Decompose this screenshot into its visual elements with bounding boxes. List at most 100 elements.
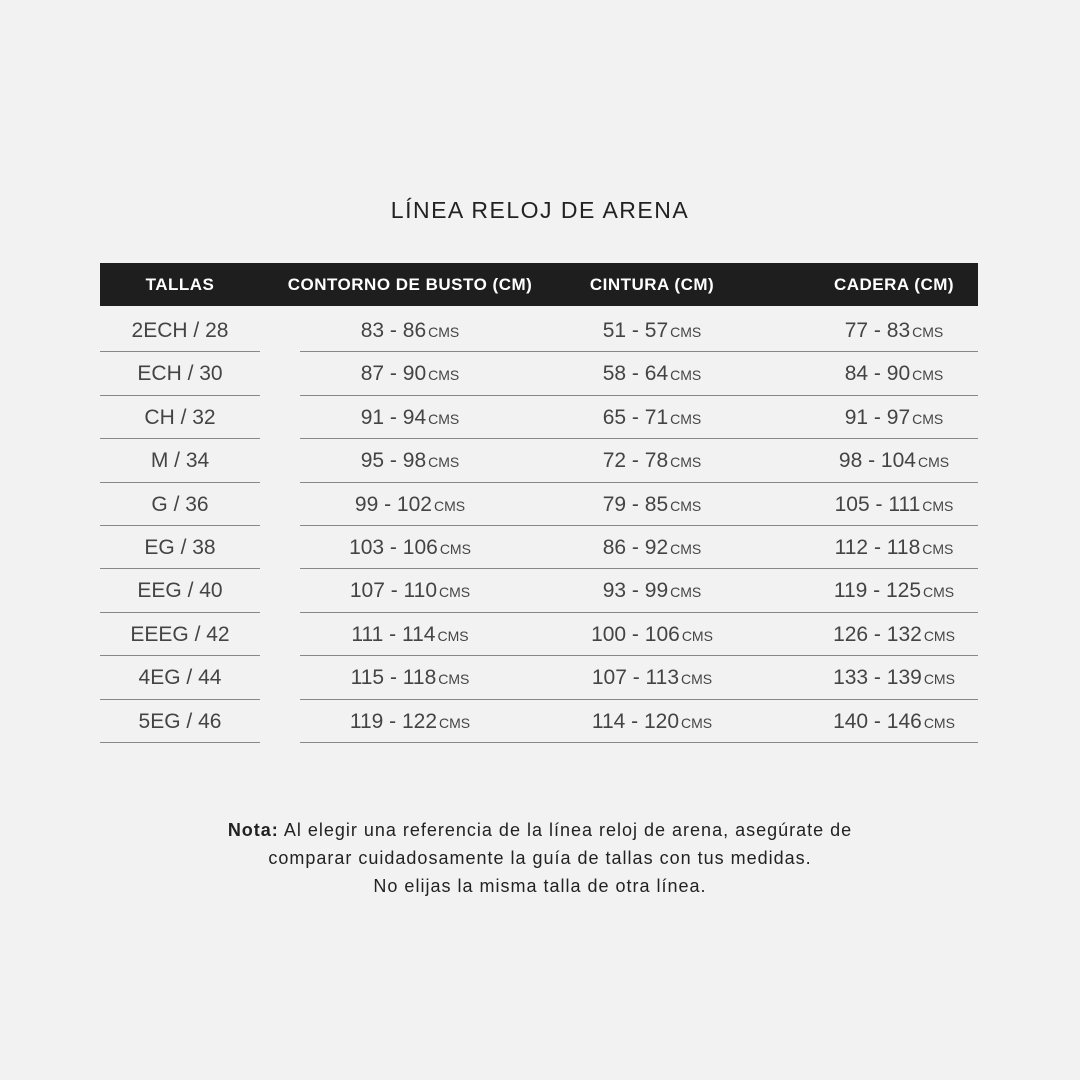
measure-cell: 114 - 120 CMS [592,700,712,745]
unit-label: CMS [437,627,469,644]
unit-label: CMS [439,541,471,557]
page-title: LÍNEA RELOJ DE ARENA [390,197,690,223]
cell-value: CH / 32 [144,405,216,429]
cell-value: ECH / 30 [137,362,223,386]
measure-cell: 79 - 85 CMS [603,483,702,528]
cell-value: 103 - 106 [349,536,438,559]
cell-value: 72 - 78 [602,449,669,473]
measure-cell: 99 - 102 CMS [355,483,465,528]
unit-label: CMS [917,454,950,471]
cell-value: 95 - 98 [360,449,427,473]
measure-cell: 86 - 92 CMS [603,526,702,571]
table-header: TALLAS CONTORNO DE BUSTO (CM) CINTURA (C… [100,263,978,306]
table-row: ECH / 30 87 - 90 CMS 58 - 64 CMS 84 - 90 CMS [0,352,1080,397]
row-divider [100,611,260,613]
measure-cell: 126 - 132 CMS [833,613,955,658]
row-divider [300,394,978,396]
size-cell: EEEG / 42 [130,613,229,656]
cell-value: EG / 38 [144,536,216,559]
row-divider [300,568,978,570]
measure-cell: 103 - 106 CMS [349,526,471,571]
row-divider [100,394,260,396]
row-divider [100,438,260,440]
unit-label: CMS [670,324,702,340]
cell-value: 126 - 132 [833,622,922,646]
table-row: 5EG / 46 119 - 122 CMS 114 - 120 CMS 140 - 14… [0,700,1080,743]
unit-label: CMS [681,714,713,731]
measure-cell: 93 - 99 CMS [603,569,702,614]
cell-value: EEG / 40 [137,579,223,603]
cell-value: 100 - 106 [591,622,680,646]
row-divider [100,655,260,657]
cell-value: 77 - 83 [844,319,911,342]
table-row: 4EG / 44 115 - 118 CMS 107 - 113 CMS 133 - 13… [0,656,1080,701]
cell-value: 107 - 113 [591,666,680,690]
row-divider [100,351,260,353]
cell-value: 5EG / 46 [138,709,222,733]
measure-cell: 133 - 139 CMS [833,656,955,701]
cell-value: 119 - 125 [833,579,922,603]
measure-cell: 84 - 90 CMS [845,352,944,397]
cell-value: 105 - 111 [834,492,921,516]
cell-value: 114 - 120 [591,709,680,733]
unit-label: CMS [670,410,702,427]
cell-value: 91 - 97 [844,405,911,429]
size-cell: CH / 32 [144,396,215,439]
unit-label: CMS [428,367,460,384]
row-divider [100,741,260,743]
measure-cell: 112 - 118 CMS [835,526,954,571]
cell-value: 58 - 64 [602,362,669,386]
row-divider [300,524,978,526]
row-divider [300,481,978,483]
row-divider [300,741,978,743]
cell-value: 93 - 99 [602,579,669,603]
unit-label: CMS [912,367,944,384]
measure-cell: 91 - 94 CMS [361,396,460,441]
cell-value: 115 - 118 [350,666,437,690]
unit-label: CMS [922,541,954,557]
cell-value: G / 36 [151,492,209,516]
unit-label: CMS [922,497,954,514]
measure-cell: 105 - 111 CMS [835,483,954,528]
cell-value: 99 - 102 [354,492,432,516]
measure-cell: 77 - 83 CMS [845,309,944,354]
table-row: 2ECH / 28 83 - 86 CMS 51 - 57 CMS 77 - 83 CMS [0,309,1080,354]
row-divider [300,438,978,440]
measure-cell: 65 - 71 CMS [603,396,702,441]
size-cell: 5EG / 46 [139,700,222,743]
measure-cell: 115 - 118 CMS [351,656,470,701]
cell-value: 86 - 92 [602,536,669,559]
row-divider [100,568,260,570]
cell-value: EEEG / 42 [130,622,230,646]
size-cell: G / 36 [151,483,208,526]
header-tallas: TALLAS [145,275,215,294]
size-cell: EG / 38 [144,526,215,569]
cell-value: 107 - 110 [349,579,438,603]
measure-cell: 95 - 98 CMS [361,439,460,484]
header-cintura: CINTURA (CM) [589,275,715,294]
unit-label: CMS [912,410,944,427]
unit-label: CMS [681,671,713,688]
cell-value: 4EG / 44 [138,666,222,690]
note: Nota: Al elegir una referencia de la lín… [0,816,1080,900]
measure-cell: 91 - 97 CMS [845,396,944,441]
size-cell: EEG / 40 [137,569,222,612]
row-divider [300,351,978,353]
unit-label: CMS [439,584,471,601]
size-cell: M / 34 [151,439,209,482]
cell-value: 51 - 57 [602,319,669,342]
unit-label: CMS [438,671,470,688]
size-cell: ECH / 30 [137,352,222,395]
measure-cell: 107 - 110 CMS [350,569,470,614]
cell-value: 140 - 146 [833,709,922,733]
measure-cell: 111 - 114 CMS [351,613,468,658]
unit-label: CMS [670,367,702,384]
row-divider [300,655,978,657]
unit-label: CMS [912,324,944,340]
unit-label: CMS [670,584,702,601]
measure-cell: 58 - 64 CMS [603,352,702,397]
table-row: EG / 38 103 - 106 CMS 86 - 92 CMS 112 - 118 CM… [0,526,1080,571]
unit-label: CMS [670,497,702,514]
cell-value: 65 - 71 [602,405,669,429]
measure-cell: 119 - 122 CMS [350,700,470,745]
